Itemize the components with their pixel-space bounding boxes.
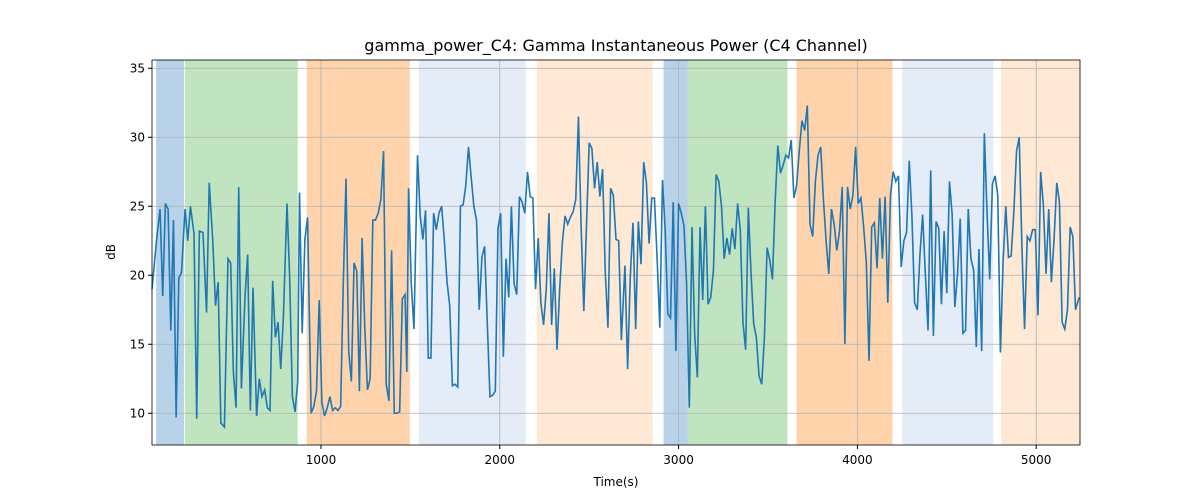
y-tick-label: 15 bbox=[130, 337, 145, 351]
x-tick-label: 5000 bbox=[1021, 453, 1052, 467]
y-tick-label: 30 bbox=[130, 130, 145, 144]
shaded-span bbox=[156, 60, 185, 445]
x-tick-label: 4000 bbox=[842, 453, 873, 467]
x-tick-label: 1000 bbox=[306, 453, 337, 467]
y-tick-label: 10 bbox=[130, 406, 145, 420]
shaded-span bbox=[536, 60, 653, 445]
shaded-span bbox=[418, 60, 526, 445]
y-tick-label: 35 bbox=[130, 61, 145, 75]
y-axis-label: dB bbox=[104, 244, 118, 260]
data-line bbox=[151, 105, 1080, 430]
shaded-span bbox=[687, 60, 788, 445]
shaded-span bbox=[1001, 60, 1080, 445]
y-tick-label: 20 bbox=[130, 268, 145, 282]
plot-frame bbox=[151, 59, 1081, 446]
x-tick-label: 2000 bbox=[485, 453, 516, 467]
chart-title: gamma_power_C4: Gamma Instantaneous Powe… bbox=[364, 36, 867, 56]
shaded-span bbox=[663, 60, 688, 445]
shaded-span bbox=[306, 60, 410, 445]
y-tick-label: 25 bbox=[130, 199, 145, 213]
x-axis-label: Time(s) bbox=[593, 475, 639, 489]
x-tick-label: 3000 bbox=[663, 453, 694, 467]
